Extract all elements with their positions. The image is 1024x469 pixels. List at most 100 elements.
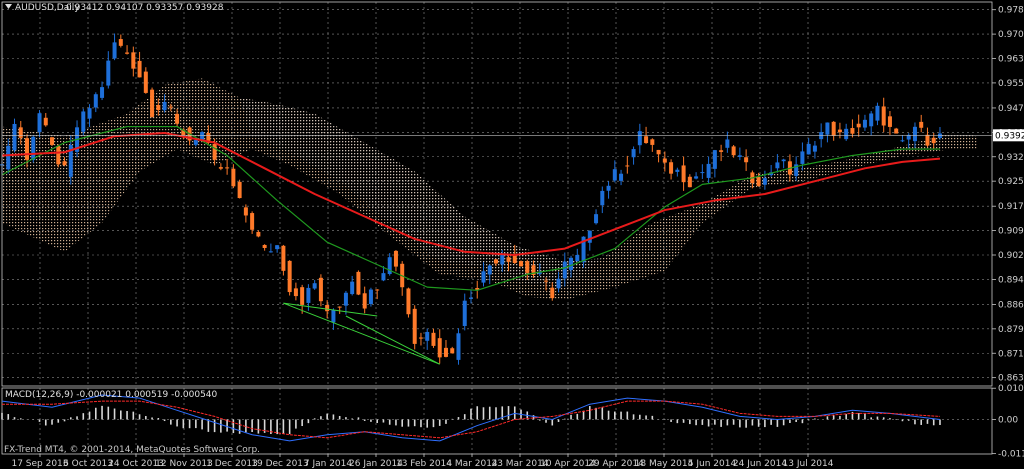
copyright-text: FX-Trend MT4, © 2001-2014, MetaQuotes So… <box>4 445 260 455</box>
y-tick-label: 0.97080 <box>998 30 1024 40</box>
candle-body <box>56 146 61 165</box>
x-tick-label: 13 Feb 2014 <box>396 459 452 469</box>
trend-line <box>283 302 440 365</box>
candle-body <box>612 169 617 181</box>
candle-body <box>700 172 705 174</box>
x-tick-label: 13 Jul 2014 <box>783 459 834 469</box>
candle-body <box>350 281 355 295</box>
y-tick-label: 0.87140 <box>998 349 1024 359</box>
candle-body <box>794 164 799 176</box>
candle-body <box>875 105 880 121</box>
x-tick-label: 10 Apr 2014 <box>540 459 596 469</box>
candle-body <box>694 176 699 179</box>
candle-body <box>112 42 117 59</box>
candle-body <box>762 178 767 185</box>
candle-body <box>819 132 824 140</box>
macd-y-tick-label: 0.01023 <box>998 384 1024 394</box>
macd-y-tick-label: -0.01118 <box>998 450 1024 460</box>
candle-body <box>231 168 236 187</box>
y-tick-label: 0.97840 <box>998 6 1024 16</box>
candle-body <box>337 306 342 308</box>
candle-body <box>343 292 348 306</box>
candle-body <box>550 287 555 299</box>
x-tick-label: 4 Mar 2014 <box>446 459 498 469</box>
candle-body <box>381 273 386 281</box>
candle-body <box>212 144 217 160</box>
candle-body <box>512 253 517 264</box>
candle-body <box>468 297 473 299</box>
candle-body <box>506 257 511 262</box>
candle-body <box>500 254 505 265</box>
candle-body <box>462 300 467 326</box>
candle-body <box>531 265 536 275</box>
candle-body <box>6 145 11 170</box>
candle-body <box>706 163 711 178</box>
candle-body <box>250 213 255 230</box>
macd-panel-frame <box>1 387 993 455</box>
ma-fast-line <box>1 125 940 291</box>
candle-body <box>806 143 811 155</box>
candle-body <box>443 347 448 357</box>
candle-body <box>306 287 311 303</box>
candle-body <box>331 309 336 323</box>
candle-body <box>456 333 461 360</box>
candle-body <box>844 128 849 140</box>
candle-body <box>106 60 111 86</box>
candle-body <box>150 89 155 117</box>
candle-body <box>200 132 205 141</box>
candle-body <box>31 136 36 160</box>
candle-body <box>719 150 724 152</box>
candle-body <box>900 140 905 142</box>
candle-body <box>475 288 480 290</box>
candle-body <box>162 101 167 111</box>
y-tick-label: 0.91720 <box>998 202 1024 212</box>
macd-title: MACD(12,26,9) -0.000021 0.000519 -0.0005… <box>5 390 218 400</box>
current-price-label-box <box>993 129 1024 142</box>
x-tick-label: 1 Dec 2013 <box>206 459 258 469</box>
y-tick-label: 0.86380 <box>998 374 1024 384</box>
candle-body <box>418 337 423 339</box>
candle-body <box>275 245 280 250</box>
y-tick-label: 0.95560 <box>998 79 1024 89</box>
candle-body <box>412 308 417 344</box>
candle-body <box>156 105 161 111</box>
candle-body <box>494 259 498 264</box>
x-tick-label: 24 Oct 2013 <box>108 459 164 469</box>
ichimoku-cloud-secondary <box>239 97 603 288</box>
candle-body <box>437 338 442 358</box>
x-tick-label: 26 Jan 2014 <box>349 459 403 469</box>
candle-body <box>356 271 361 295</box>
y-tick-label: 0.87900 <box>998 325 1024 335</box>
trend-line <box>283 302 378 317</box>
candle-body <box>544 280 549 282</box>
macd-signal-line <box>2 400 941 439</box>
current-price-label: 0.93928 <box>995 131 1024 141</box>
macd-y-tick-label: 0.00 <box>998 415 1018 425</box>
x-tick-label: 6 Oct 2013 <box>63 459 113 469</box>
candle-body <box>756 177 761 186</box>
y-tick-label: 0.93260 <box>998 153 1024 163</box>
chart-title: AUDUSD,Daily <box>15 3 80 13</box>
x-tick-label: 5 Jun 2014 <box>688 459 737 469</box>
macd-main-line <box>1 394 941 442</box>
candle-body <box>587 230 592 243</box>
candle-body <box>862 119 867 128</box>
x-tick-label: 18 May 2014 <box>635 459 694 469</box>
candle-body <box>906 134 911 140</box>
candle-body <box>168 106 173 108</box>
x-tick-label: 24 Jun 2014 <box>733 459 787 469</box>
candle-body <box>537 271 542 274</box>
candle-body <box>894 128 899 134</box>
candle-body <box>12 123 17 151</box>
candle-body <box>393 250 398 267</box>
y-tick-label: 0.92500 <box>998 177 1024 187</box>
y-tick-label: 0.89440 <box>998 275 1024 285</box>
candle-body <box>93 94 98 108</box>
candle-body <box>387 257 392 275</box>
candle-body <box>300 287 305 305</box>
candle-body <box>644 136 649 144</box>
candle-body <box>218 167 223 169</box>
candle-body <box>287 260 292 293</box>
candle-body <box>268 251 273 253</box>
